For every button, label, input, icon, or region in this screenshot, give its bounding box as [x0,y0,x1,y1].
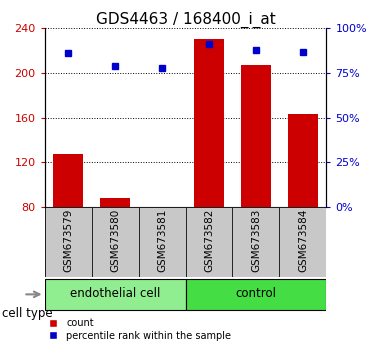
Bar [186,279,326,310]
Text: endothelial cell: endothelial cell [70,287,160,300]
Text: GSM673582: GSM673582 [204,209,214,272]
Text: GSM673583: GSM673583 [251,209,261,272]
Bar [233,207,279,277]
Bar [92,207,138,277]
Text: GSM673581: GSM673581 [157,209,167,272]
Text: GSM673580: GSM673580 [110,209,120,272]
Bar [100,198,130,207]
Bar [138,207,186,277]
Text: GSM673584: GSM673584 [298,209,308,272]
Bar [194,40,224,207]
Text: cell type: cell type [2,307,52,320]
Title: GDS4463 / 168400_i_at: GDS4463 / 168400_i_at [96,12,275,28]
Bar [288,114,318,207]
Bar [241,65,271,207]
Bar [186,207,233,277]
Legend: count, percentile rank within the sample: count, percentile rank within the sample [44,318,231,341]
Bar [279,207,326,277]
Bar [45,207,92,277]
Bar [45,279,186,310]
Text: control: control [236,287,276,300]
Text: GSM673579: GSM673579 [63,209,73,272]
Bar [53,154,83,207]
